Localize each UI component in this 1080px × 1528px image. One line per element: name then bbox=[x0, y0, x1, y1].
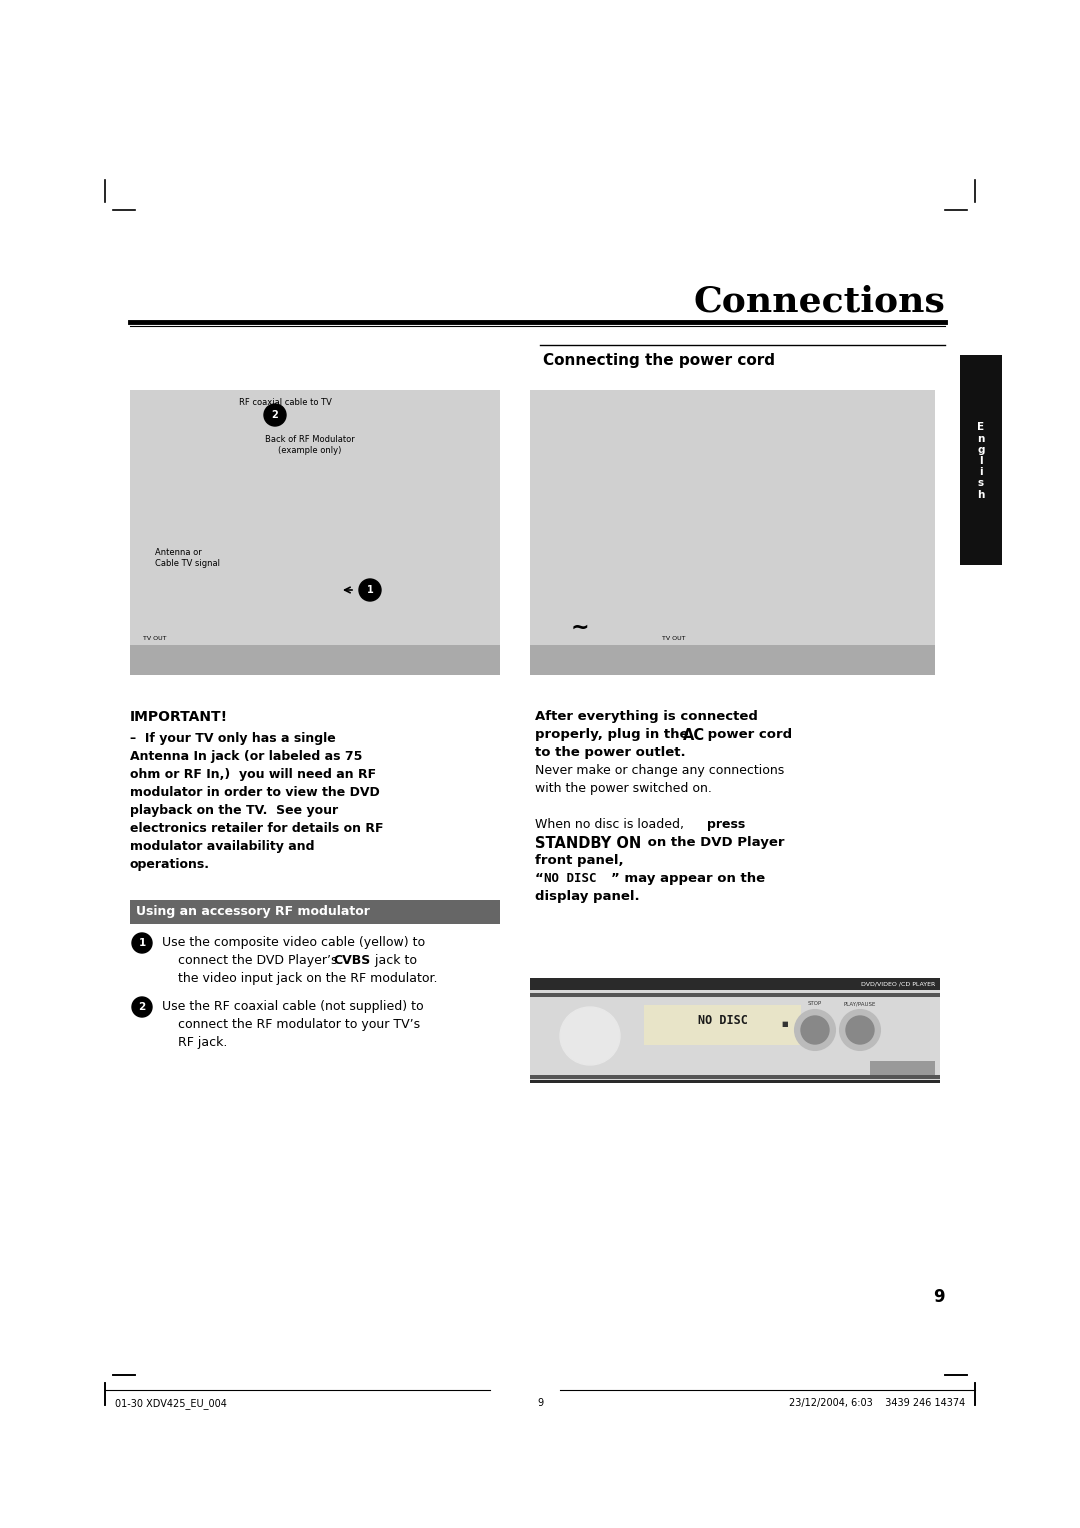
Bar bbox=[530, 390, 935, 660]
Bar bbox=[130, 900, 500, 924]
Text: When no disc is loaded,: When no disc is loaded, bbox=[535, 817, 688, 831]
Text: the video input jack on the RF modulator.: the video input jack on the RF modulator… bbox=[178, 972, 437, 986]
Circle shape bbox=[359, 579, 381, 601]
Text: IMPORTANT!: IMPORTANT! bbox=[130, 711, 228, 724]
Circle shape bbox=[132, 996, 152, 1018]
Text: to the power outlet.: to the power outlet. bbox=[535, 746, 686, 759]
Text: 9: 9 bbox=[537, 1398, 543, 1407]
Text: ■: ■ bbox=[782, 1021, 788, 1027]
Bar bbox=[530, 1076, 940, 1079]
Text: Use the composite video cable (yellow) to: Use the composite video cable (yellow) t… bbox=[162, 937, 426, 949]
Text: TV OUT: TV OUT bbox=[143, 636, 166, 642]
Bar bbox=[870, 1060, 935, 1079]
Text: “: “ bbox=[535, 872, 543, 885]
Circle shape bbox=[840, 1010, 880, 1050]
Text: STOP: STOP bbox=[808, 1001, 822, 1005]
Text: Never make or change any connections: Never make or change any connections bbox=[535, 764, 784, 778]
Text: 1: 1 bbox=[366, 585, 374, 594]
Text: Antenna In jack (or labeled as 75: Antenna In jack (or labeled as 75 bbox=[130, 750, 363, 762]
Text: front panel,: front panel, bbox=[535, 854, 623, 866]
Text: Using an accessory RF modulator: Using an accessory RF modulator bbox=[136, 906, 369, 918]
Text: After everything is connected: After everything is connected bbox=[535, 711, 758, 723]
Circle shape bbox=[846, 1016, 874, 1044]
Text: playback on the TV.  See your: playback on the TV. See your bbox=[130, 804, 338, 817]
Text: modulator availability and: modulator availability and bbox=[130, 840, 314, 853]
Text: E
n
g
l
i
s
h: E n g l i s h bbox=[977, 422, 985, 500]
Text: Connecting the power cord: Connecting the power cord bbox=[543, 353, 775, 368]
Text: TV OUT: TV OUT bbox=[662, 636, 686, 642]
Bar bbox=[530, 645, 935, 675]
Circle shape bbox=[132, 934, 152, 953]
Text: 2: 2 bbox=[272, 410, 279, 420]
Bar bbox=[130, 390, 500, 660]
Text: PLAY/PAUSE: PLAY/PAUSE bbox=[843, 1001, 876, 1005]
Text: operations.: operations. bbox=[130, 859, 210, 871]
Text: 23/12/2004, 6:03    3439 246 14374: 23/12/2004, 6:03 3439 246 14374 bbox=[788, 1398, 966, 1407]
Bar bbox=[530, 978, 940, 990]
Text: CVBS: CVBS bbox=[333, 953, 370, 967]
Text: ~: ~ bbox=[570, 617, 590, 639]
Text: connect the DVD Player’s: connect the DVD Player’s bbox=[178, 953, 341, 967]
Text: Antenna or
Cable TV signal: Antenna or Cable TV signal bbox=[156, 549, 220, 568]
Bar bbox=[530, 978, 940, 1083]
Text: DVD/VIDEO /CD PLAYER: DVD/VIDEO /CD PLAYER bbox=[861, 981, 935, 987]
Text: electronics retailer for details on RF: electronics retailer for details on RF bbox=[130, 822, 383, 834]
Circle shape bbox=[801, 1016, 829, 1044]
Text: RF jack.: RF jack. bbox=[178, 1036, 228, 1050]
Bar bbox=[960, 354, 1002, 565]
Bar bbox=[530, 993, 940, 996]
Text: ” may appear on the: ” may appear on the bbox=[611, 872, 765, 885]
Text: Connections: Connections bbox=[693, 284, 945, 318]
Circle shape bbox=[264, 403, 286, 426]
Text: with the power switched on.: with the power switched on. bbox=[535, 782, 712, 795]
Text: Back of RF Modulator
(example only): Back of RF Modulator (example only) bbox=[265, 435, 355, 455]
Circle shape bbox=[795, 1010, 835, 1050]
Text: STANDBY ON: STANDBY ON bbox=[535, 836, 642, 851]
Text: RF coaxial cable to TV: RF coaxial cable to TV bbox=[239, 397, 332, 406]
Text: modulator in order to view the DVD: modulator in order to view the DVD bbox=[130, 785, 380, 799]
Ellipse shape bbox=[561, 1007, 620, 1065]
Text: –  If your TV only has a single: – If your TV only has a single bbox=[130, 732, 336, 746]
Text: power cord: power cord bbox=[703, 727, 792, 741]
Text: connect the RF modulator to your TV’s: connect the RF modulator to your TV’s bbox=[178, 1018, 420, 1031]
Text: press: press bbox=[707, 817, 745, 831]
Text: display panel.: display panel. bbox=[535, 889, 639, 903]
Text: jack to: jack to bbox=[372, 953, 417, 967]
Bar bbox=[645, 1005, 800, 1044]
Bar bbox=[530, 1080, 940, 1083]
Text: on the DVD Player: on the DVD Player bbox=[643, 836, 784, 850]
Text: 01-30 XDV425_EU_004: 01-30 XDV425_EU_004 bbox=[114, 1398, 227, 1409]
Text: 9: 9 bbox=[933, 1288, 945, 1306]
Text: NO DISC: NO DISC bbox=[698, 1013, 748, 1027]
Text: NO DISC: NO DISC bbox=[544, 872, 596, 885]
Text: properly, plug in the: properly, plug in the bbox=[535, 727, 693, 741]
Text: 2: 2 bbox=[138, 1002, 146, 1012]
Text: 1: 1 bbox=[138, 938, 146, 947]
Bar bbox=[130, 645, 500, 675]
Text: AC: AC bbox=[683, 727, 705, 743]
Text: ohm or RF In,)  you will need an RF: ohm or RF In,) you will need an RF bbox=[130, 769, 376, 781]
Text: Use the RF coaxial cable (not supplied) to: Use the RF coaxial cable (not supplied) … bbox=[162, 999, 423, 1013]
